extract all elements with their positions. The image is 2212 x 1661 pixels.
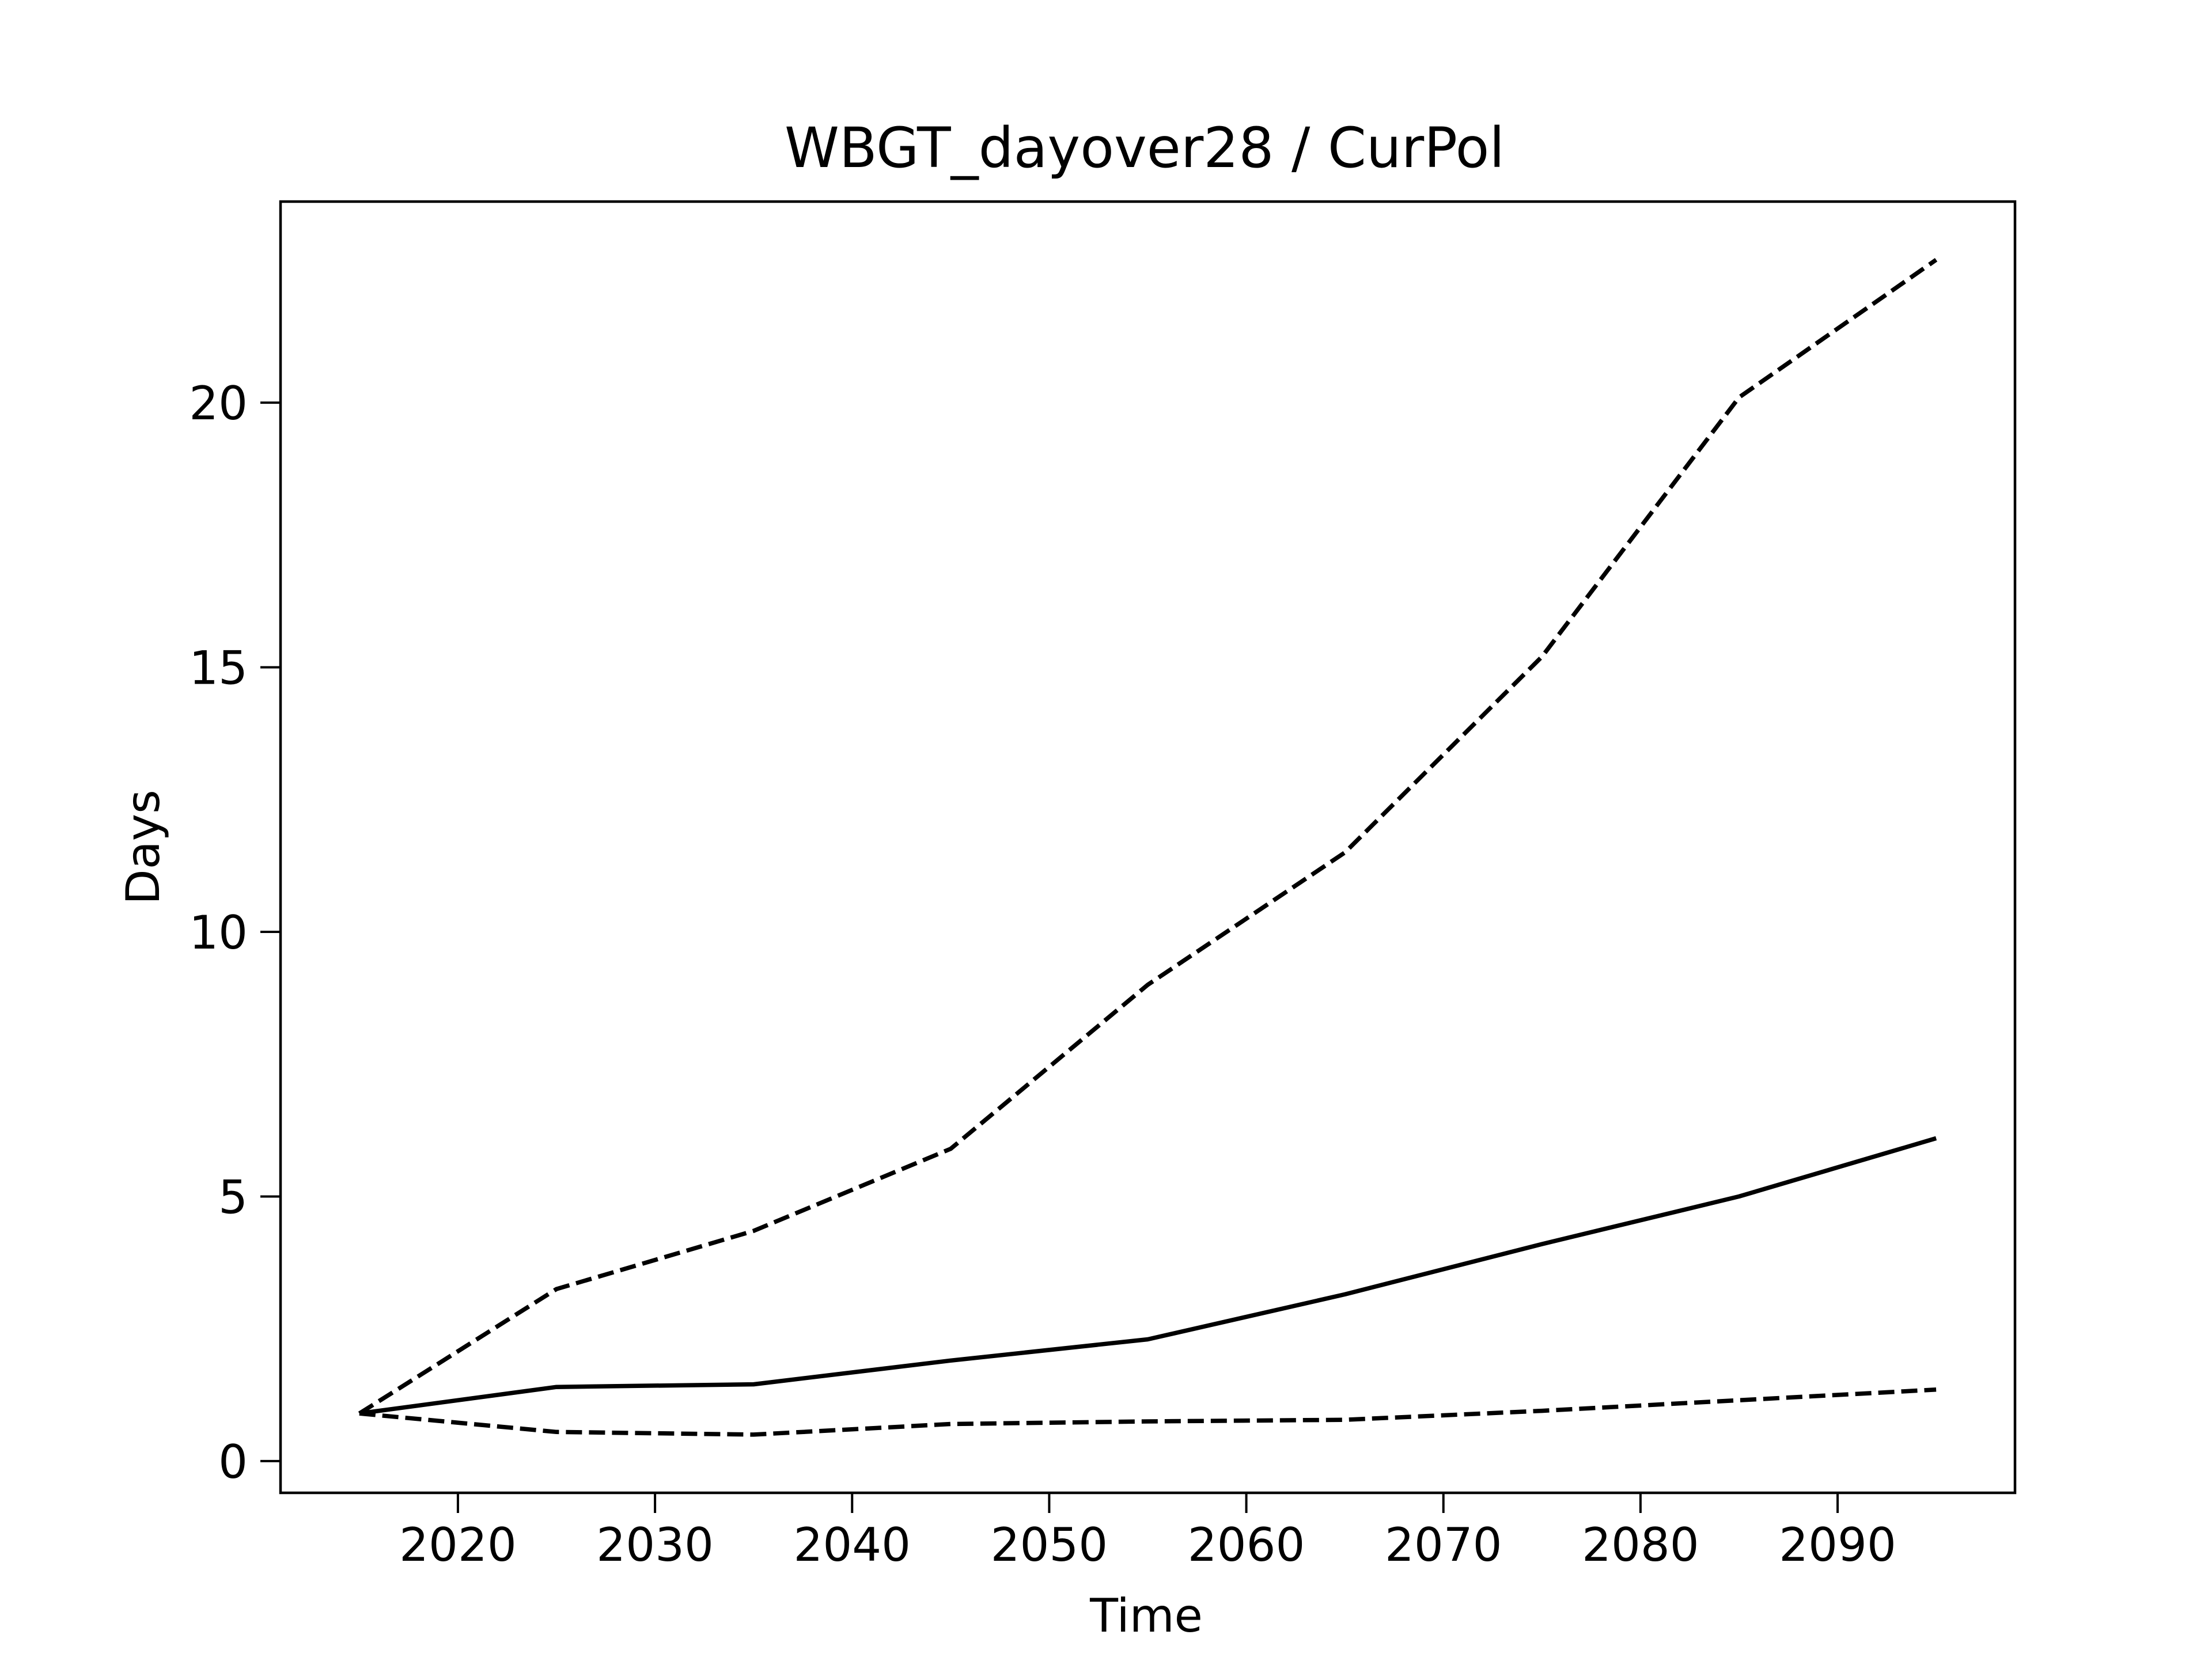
x-tick-label: 2070: [1385, 1518, 1502, 1572]
dashed-series-line-2: [358, 258, 1938, 1416]
y-tick-label: 20: [189, 377, 248, 430]
axis-ticks: 2020 2030 2040 2050 2060 2070 2080 2090 0 5 10 15 20: [189, 377, 1896, 1572]
x-tick-label: 2050: [991, 1518, 1108, 1572]
dashed-series-line-3: [359, 1387, 1937, 1437]
y-axis-label: Days: [116, 790, 170, 905]
x-tick-label: 2030: [596, 1518, 714, 1572]
chart-title: WBGT_dayover28 / CurPol: [785, 116, 1505, 180]
x-tick-label: 2090: [1779, 1518, 1896, 1572]
x-axis-label: Time: [1089, 1589, 1203, 1643]
y-tick-label: 10: [189, 906, 248, 960]
x-tick-label: 2080: [1582, 1518, 1699, 1572]
y-tick-label: 5: [218, 1170, 248, 1224]
x-tick-label: 2040: [793, 1518, 911, 1572]
y-tick-label: 15: [189, 642, 248, 695]
x-tick-label: 2020: [399, 1518, 517, 1572]
x-tick-label: 2060: [1188, 1518, 1305, 1572]
solid-series-line-1: [359, 1136, 1937, 1416]
y-tick-label: 0: [218, 1435, 248, 1489]
axes-frame: [279, 200, 2017, 1495]
plot-area: [358, 258, 1938, 1437]
